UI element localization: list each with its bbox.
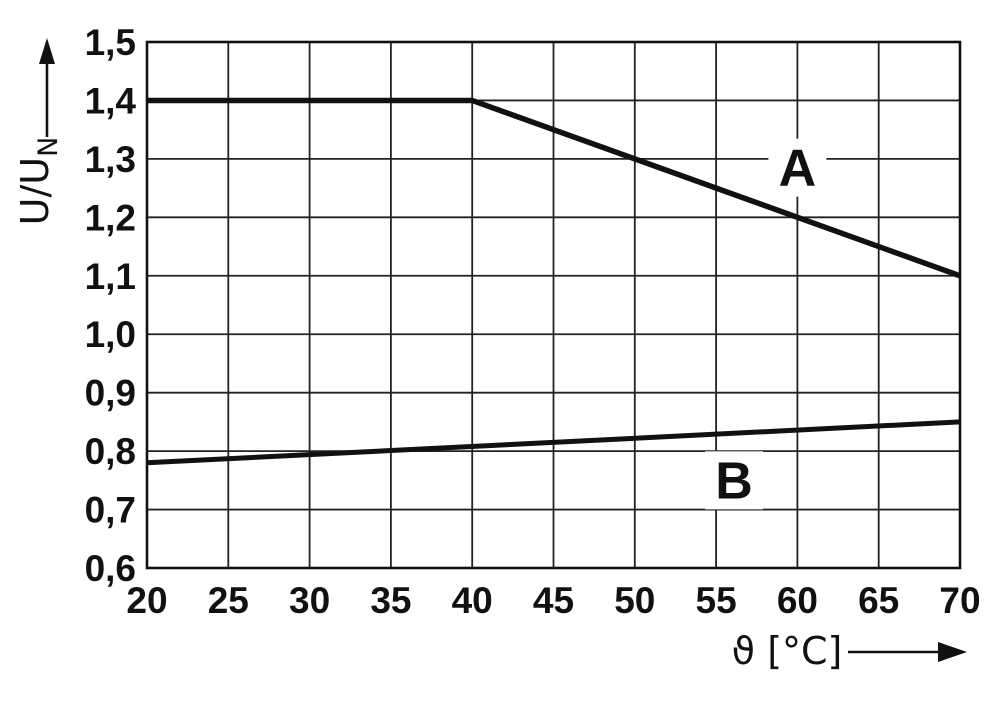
- y-tick-label: 1,4: [85, 80, 137, 121]
- series-label-box-B: [704, 451, 763, 510]
- series-label-box-A: [768, 138, 827, 197]
- y-axis-label: U/UN: [13, 137, 64, 226]
- x-tick-label-70: 70: [939, 580, 980, 621]
- x-tick-label-45: 45: [533, 580, 574, 621]
- series-label-B: B: [715, 452, 753, 510]
- y-tick-label: 0,8: [85, 431, 136, 472]
- y-tick-label: 0,9: [85, 373, 136, 414]
- series-label-A: A: [779, 140, 817, 198]
- y-tick-label: 1,2: [85, 197, 136, 238]
- x-tick-label-35: 35: [370, 580, 411, 621]
- curve-A: [147, 97, 961, 279]
- y-axis-arrowhead-icon: [39, 38, 55, 64]
- curve-B: [146, 419, 961, 466]
- x-tick-label-25: 25: [208, 580, 249, 621]
- x-tick-label-65: 65: [858, 580, 899, 621]
- y-tick-label: 1,1: [85, 256, 136, 297]
- y-tick-label: 0,7: [85, 490, 136, 531]
- y-tick-label: 1,0: [85, 314, 136, 355]
- x-tick-label-40: 40: [452, 580, 493, 621]
- y-tick-label: 0,6: [85, 548, 136, 589]
- x-tick-label-60: 60: [777, 580, 818, 621]
- x-tick-label-20: 20: [126, 580, 167, 621]
- y-tick-label: 1,3: [85, 139, 136, 180]
- plot-border: [145, 40, 962, 570]
- x-tick-label-50: 50: [614, 580, 655, 621]
- x-axis-label: ϑ [°C]: [732, 629, 843, 673]
- x-tick-label-55: 55: [696, 580, 737, 621]
- y-tick-label: 1,5: [85, 22, 136, 63]
- x-tick-label-30: 30: [289, 580, 330, 621]
- x-axis-arrowhead-icon: [938, 642, 967, 662]
